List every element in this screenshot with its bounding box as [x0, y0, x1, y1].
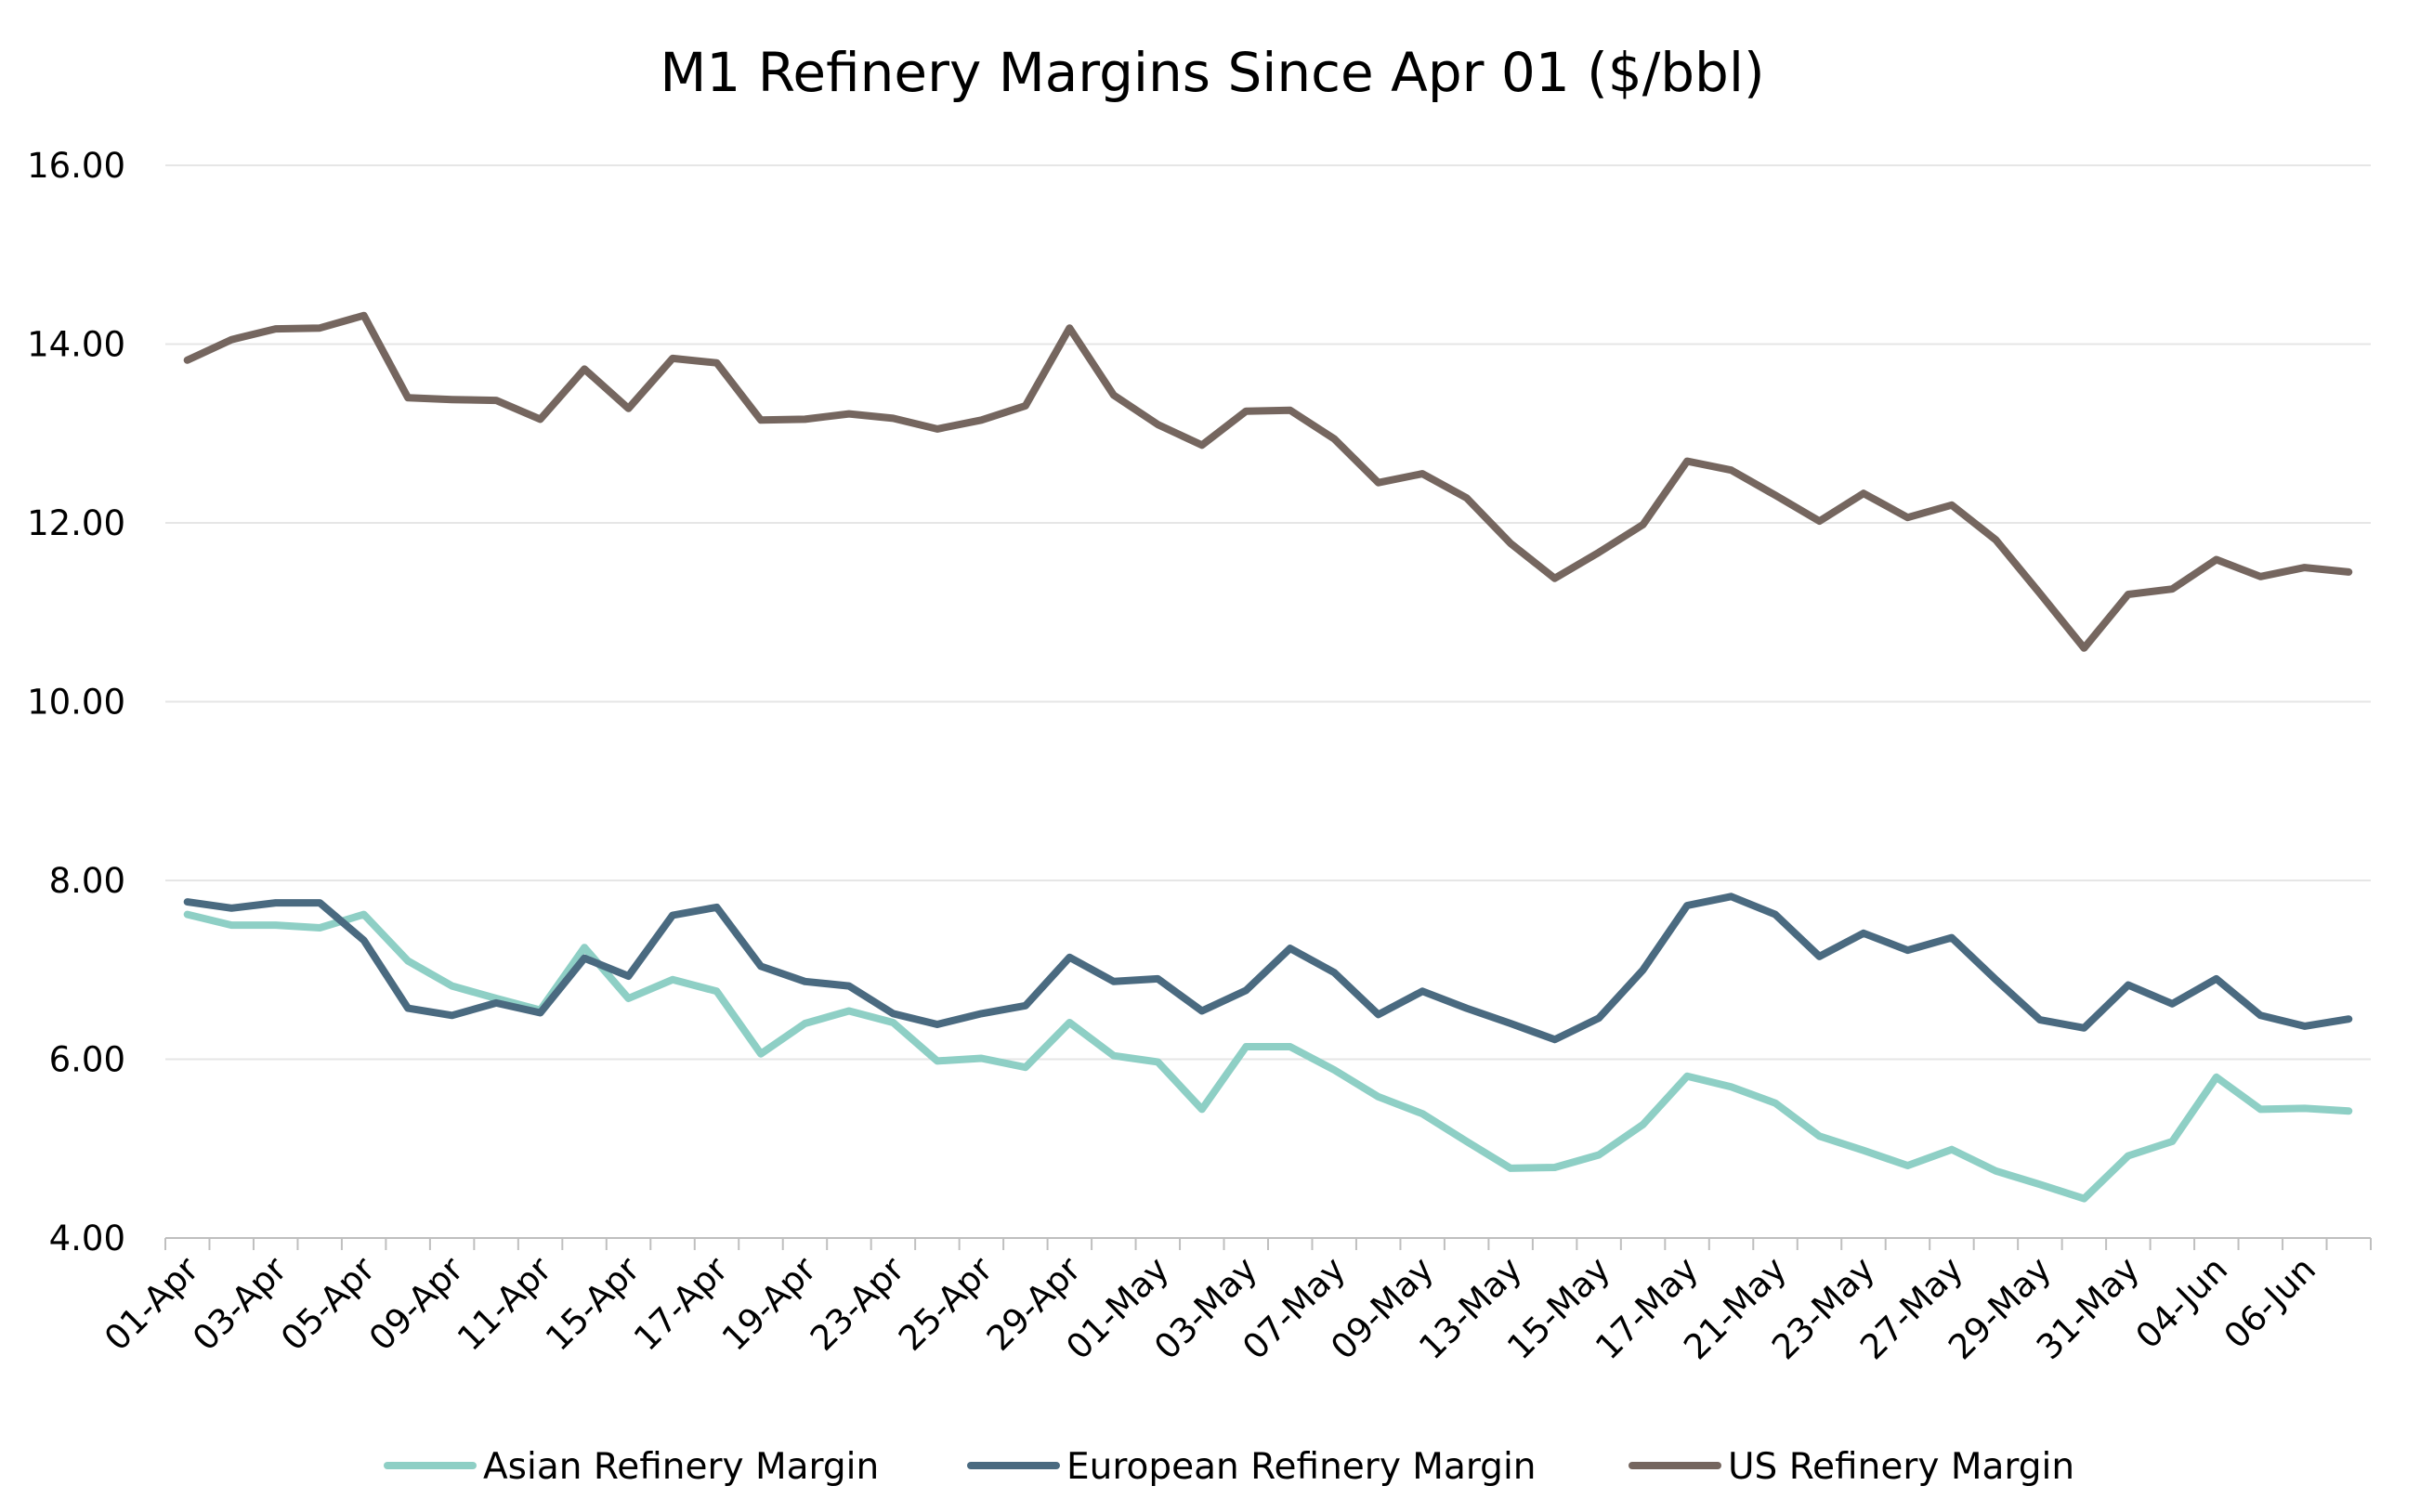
legend-label: Asian Refinery Margin — [483, 1446, 879, 1488]
y-tick-label: 4.00 — [49, 1219, 125, 1258]
y-tick-label: 6.00 — [49, 1040, 125, 1080]
gridlines — [165, 164, 2371, 1061]
x-tick-label: 01-Apr — [97, 1248, 206, 1358]
legend: Asian Refinery Margin European Refinery M… — [384, 1446, 2074, 1488]
y-tick-label: 14.00 — [27, 325, 125, 365]
y-tick-label: 10.00 — [27, 683, 125, 723]
x-axis: 01-Apr03-Apr05-Apr09-Apr11-Apr15-Apr17-A… — [97, 1237, 2372, 1367]
series-lines — [183, 311, 2353, 1203]
x-tick-label: 03-Apr — [185, 1248, 294, 1358]
x-tick-label: 11-Apr — [450, 1248, 559, 1358]
series-line-1 — [183, 893, 2353, 1044]
x-tick-label: 04-Jun — [2128, 1249, 2235, 1356]
x-tick-label: 23-Apr — [803, 1248, 912, 1358]
y-axis: 16.00 14.00 12.00 10.00 8.00 6.00 4.00 — [27, 146, 125, 1258]
x-tick-label: 06-Jun — [2217, 1249, 2323, 1356]
y-tick-label: 16.00 — [27, 146, 125, 186]
x-tick-label: 09-Apr — [361, 1248, 471, 1358]
series-line-2 — [183, 311, 2353, 652]
x-tick-label: 15-Apr — [538, 1248, 648, 1358]
x-tick-label: 05-Apr — [273, 1248, 383, 1358]
x-tick-label: 25-Apr — [891, 1248, 1001, 1358]
chart-title: M1 Refinery Margins Since Apr 01 ($/bbl) — [660, 41, 1764, 104]
x-tick-label: 17-Apr — [626, 1248, 736, 1358]
y-tick-label: 12.00 — [27, 503, 125, 543]
legend-label: European Refinery Margin — [1066, 1446, 1537, 1488]
legend-label: US Refinery Margin — [1728, 1446, 2074, 1488]
y-tick-label: 8.00 — [49, 861, 125, 901]
series-line-0 — [183, 910, 2353, 1203]
x-tick-label: 19-Apr — [714, 1248, 824, 1358]
